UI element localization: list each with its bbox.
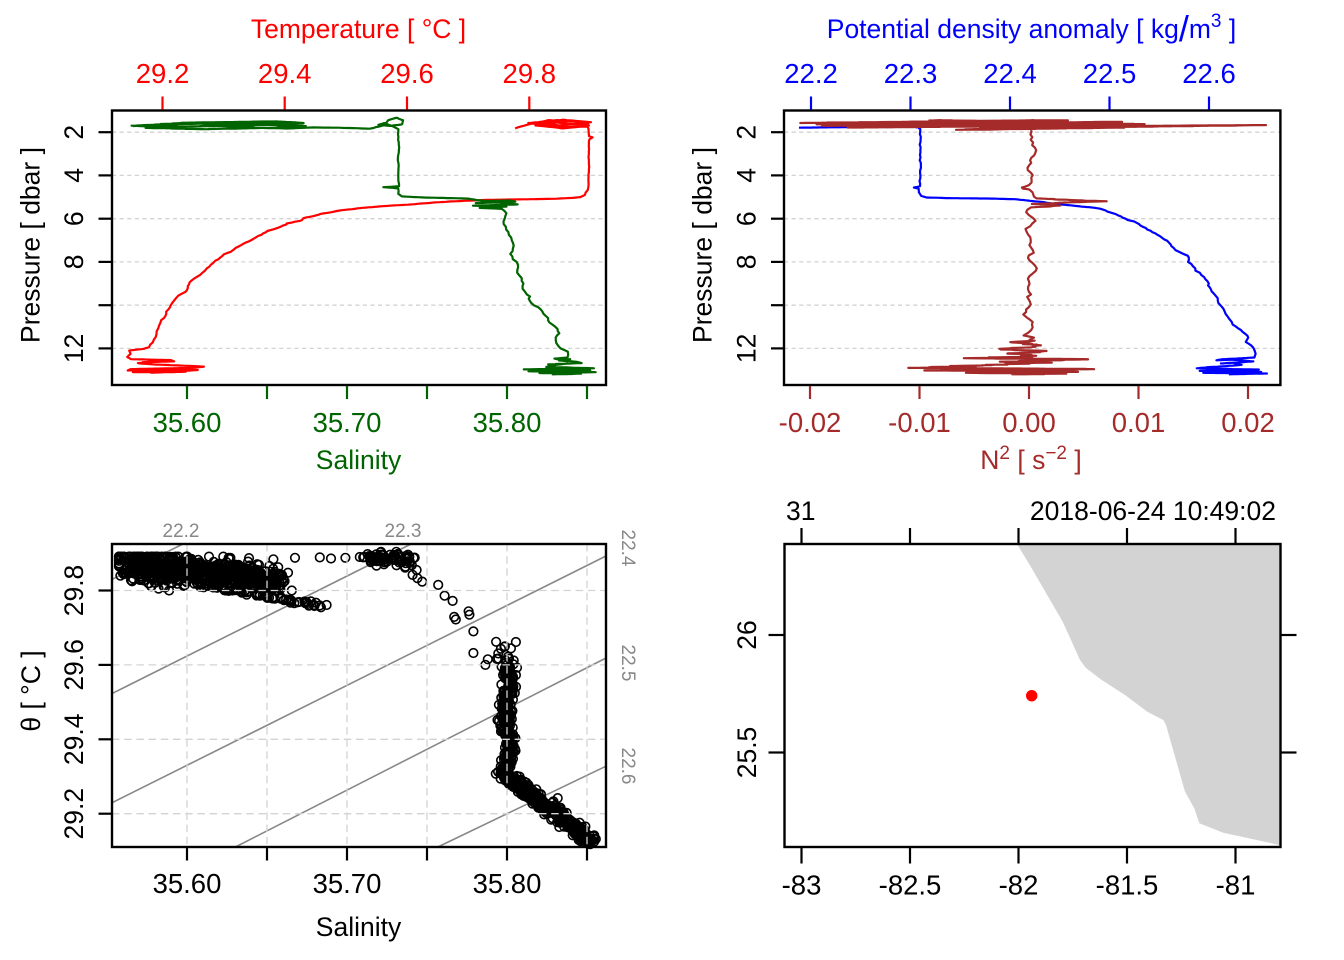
svg-text:22.2: 22.2 — [163, 521, 200, 542]
svg-text:0.01: 0.01 — [1112, 407, 1166, 438]
svg-text:22.3: 22.3 — [884, 58, 938, 89]
svg-text:-81: -81 — [1216, 870, 1256, 901]
svg-text:8: 8 — [732, 255, 762, 270]
svg-text:26: 26 — [732, 620, 762, 649]
svg-text:-0.02: -0.02 — [779, 407, 842, 438]
svg-text:θ [ °C ]: θ [ °C ] — [16, 650, 46, 731]
svg-text:-82.5: -82.5 — [879, 870, 942, 901]
svg-text:35.60: 35.60 — [153, 407, 222, 438]
svg-text:N2 [ s−2 ]: N2 [ s−2 ] — [980, 443, 1081, 475]
svg-text:22.2: 22.2 — [784, 58, 838, 89]
svg-text:31: 31 — [786, 496, 815, 526]
svg-text:29.2: 29.2 — [136, 58, 190, 89]
svg-text:22.4: 22.4 — [617, 530, 638, 567]
svg-text:25.5: 25.5 — [732, 727, 762, 779]
svg-text:-0.01: -0.01 — [888, 407, 951, 438]
svg-text:29.4: 29.4 — [59, 714, 89, 766]
svg-text:Salinity: Salinity — [316, 445, 402, 475]
svg-text:29.6: 29.6 — [59, 639, 89, 691]
svg-text:-81.5: -81.5 — [1096, 870, 1159, 901]
svg-text:22.6: 22.6 — [617, 748, 638, 785]
svg-text:29.6: 29.6 — [380, 58, 434, 89]
svg-text:35.70: 35.70 — [313, 407, 382, 438]
svg-text:12: 12 — [732, 334, 762, 363]
svg-text:-82: -82 — [999, 870, 1039, 901]
svg-text:2018-06-24 10:49:02: 2018-06-24 10:49:02 — [1030, 496, 1276, 526]
svg-text:0.02: 0.02 — [1221, 407, 1275, 438]
svg-text:6: 6 — [732, 211, 762, 226]
svg-text:12: 12 — [59, 334, 89, 363]
svg-text:22.5: 22.5 — [1083, 58, 1137, 89]
svg-text:Potential density anomaly [ kg: Potential density anomaly [ kg/m3 ] — [827, 8, 1236, 49]
svg-text:8: 8 — [59, 255, 89, 270]
svg-text:Temperature [ °C ]: Temperature [ °C ] — [251, 14, 466, 44]
svg-text:35.60: 35.60 — [153, 868, 222, 899]
svg-text:2: 2 — [732, 125, 762, 140]
svg-text:0.00: 0.00 — [1002, 407, 1056, 438]
svg-text:22.5: 22.5 — [617, 645, 638, 682]
svg-text:Pressure [ dbar ]: Pressure [ dbar ] — [16, 147, 46, 343]
svg-text:22.6: 22.6 — [1182, 58, 1236, 89]
svg-text:6: 6 — [59, 211, 89, 226]
svg-text:-83: -83 — [782, 870, 822, 901]
svg-text:35.70: 35.70 — [313, 868, 382, 899]
svg-text:29.8: 29.8 — [503, 58, 557, 89]
svg-text:29.8: 29.8 — [59, 565, 89, 617]
svg-text:22.3: 22.3 — [385, 521, 422, 542]
svg-text:4: 4 — [59, 168, 89, 183]
svg-text:4: 4 — [732, 168, 762, 183]
svg-text:29.4: 29.4 — [258, 58, 312, 89]
svg-text:29.2: 29.2 — [59, 788, 89, 840]
svg-text:Pressure [ dbar ]: Pressure [ dbar ] — [688, 147, 718, 343]
svg-text:35.80: 35.80 — [473, 868, 542, 899]
svg-text:2: 2 — [59, 125, 89, 140]
svg-text:22.4: 22.4 — [983, 58, 1037, 89]
svg-text:35.80: 35.80 — [473, 407, 542, 438]
svg-text:Salinity: Salinity — [316, 912, 402, 942]
